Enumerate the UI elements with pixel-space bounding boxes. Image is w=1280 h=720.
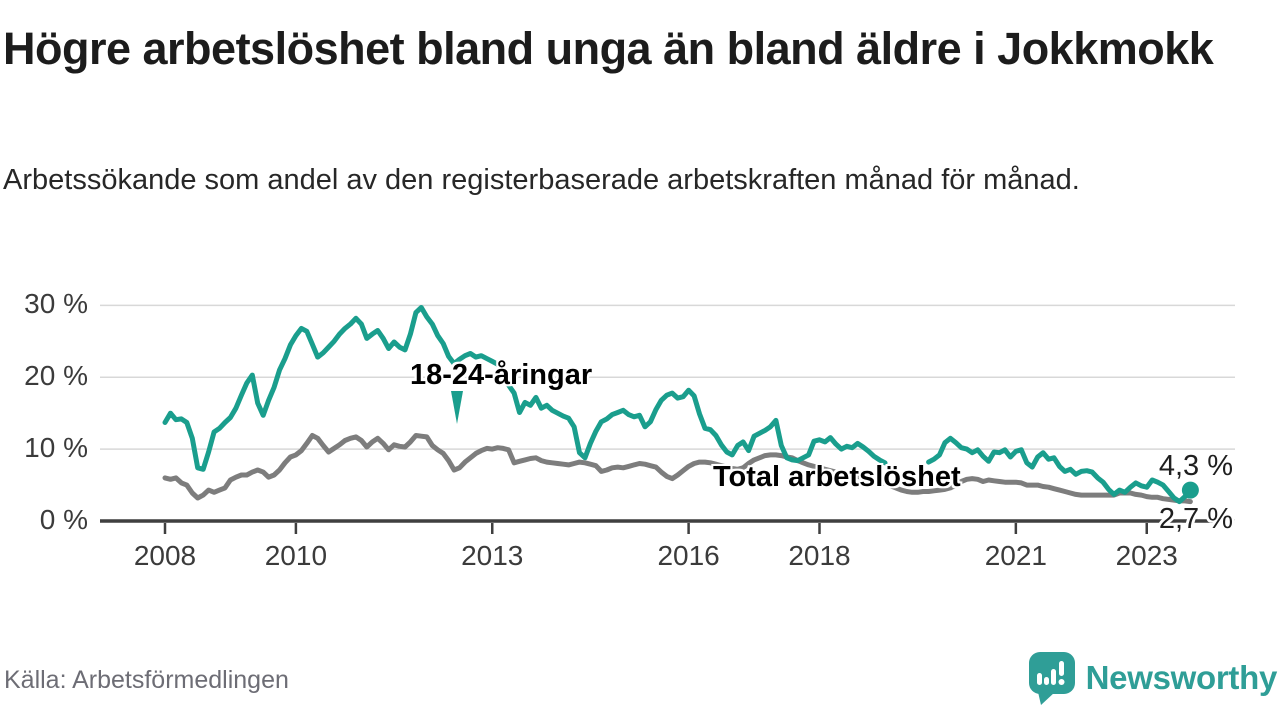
x-axis-label: 2021: [984, 540, 1047, 571]
x-axis-label: 2013: [461, 540, 524, 571]
series-label-total: Total arbetslöshet: [713, 461, 961, 493]
newsworthy-bubble-icon: [1028, 652, 1075, 705]
y-axis-label: 30 %: [24, 288, 88, 320]
x-axis-label: 2023: [1115, 540, 1178, 571]
series-line-total: [162, 433, 1193, 505]
y-axis-label: 10 %: [24, 432, 88, 464]
x-axis-label: 2010: [264, 540, 328, 571]
x-axis-label: 2016: [657, 540, 720, 571]
brand-name: Newsworthy: [1085, 659, 1278, 696]
end-value-label-youth: 4,3 %: [1158, 450, 1233, 482]
x-axis-label: 2018: [788, 540, 851, 571]
series-label-youth: 18-24-åringar: [410, 359, 593, 391]
series-line-youth: [162, 305, 1193, 505]
y-axis-label: 20 %: [24, 360, 88, 392]
source-note: Källa: Arbetsförmedlingen: [4, 666, 289, 694]
brand-logo: Newsworthy: [1028, 650, 1277, 706]
series-end-dot: [1181, 481, 1199, 499]
page-title: Högre arbetslöshet bland unga än bland ä…: [3, 23, 1214, 74]
youth-label-arrow-icon: [451, 391, 463, 424]
page-subtitle: Arbetssökande som andel av den registerb…: [3, 164, 1080, 196]
end-value-label-total: 2,7 %: [1158, 503, 1233, 535]
x-axis-label: 2008: [133, 540, 197, 571]
y-axis-label: 0 %: [39, 504, 88, 535]
